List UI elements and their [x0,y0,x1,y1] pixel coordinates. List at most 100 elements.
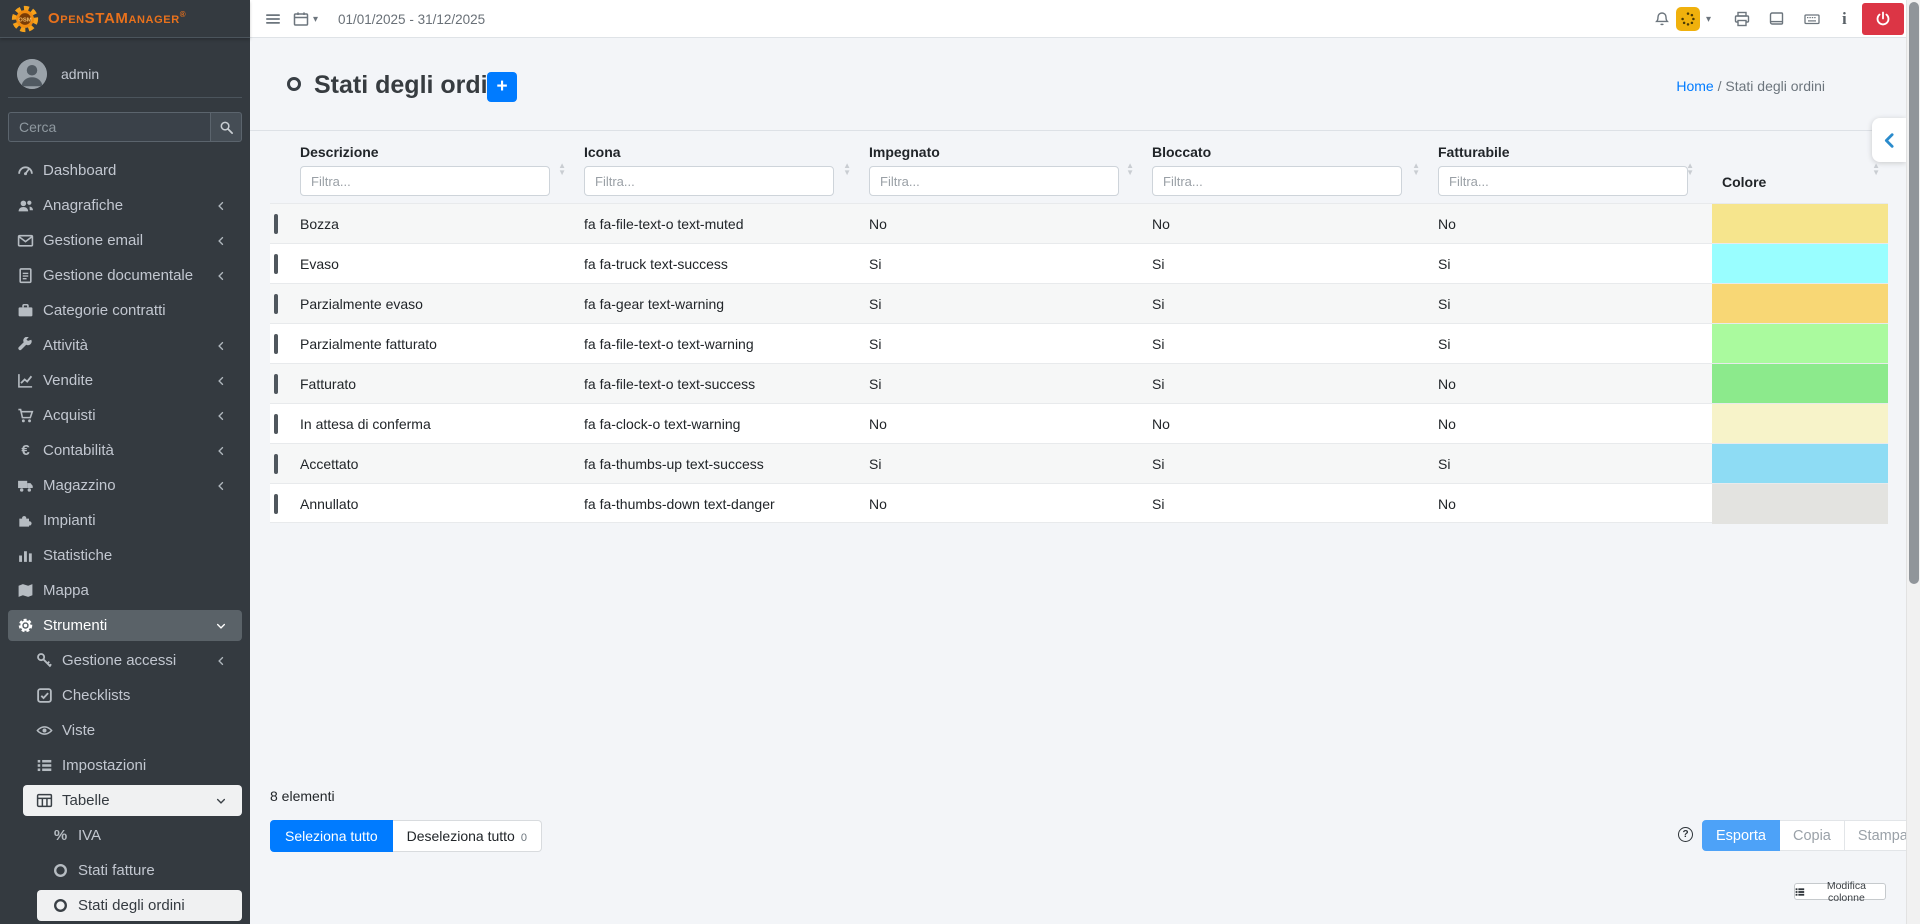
sidebar-item-dashboard[interactable]: Dashboard [0,153,250,188]
cell-descrizione[interactable]: Parzialmente evaso [300,296,423,312]
cell-fatturabile[interactable]: Si [1438,336,1451,352]
brand[interactable]: OSM OpenSTAManager® [0,0,250,38]
column-label[interactable]: Bloccato [1152,144,1212,160]
cell-descrizione[interactable]: Bozza [300,216,339,232]
cell-descrizione[interactable]: Evaso [300,256,339,272]
color-swatch[interactable] [1712,484,1888,524]
sidebar-item-strumenti[interactable]: Strumenti [0,608,250,643]
color-swatch[interactable] [1712,444,1888,484]
cell-icona[interactable]: fa fa-thumbs-down text-danger [584,496,775,512]
sidebar-item-gestione-accessi[interactable]: Gestione accessi [0,643,250,678]
help-icon[interactable]: ? [1678,827,1693,842]
changelog-badge-button[interactable] [1676,7,1700,31]
cell-icona[interactable]: fa fa-file-text-o text-muted [584,216,744,232]
sidebar-item-magazzino[interactable]: Magazzino [0,468,250,503]
sidebar-item-impianti[interactable]: Impianti [0,503,250,538]
sidebar-item-gestione-email[interactable]: Gestione email [0,223,250,258]
sidebar-search-input[interactable] [8,112,210,142]
sort-carets-icon[interactable]: ▲ ▼ [1412,161,1420,177]
cell-icona[interactable]: fa fa-gear text-warning [584,296,725,312]
cell-fatturabile[interactable]: Si [1438,256,1451,272]
sidebar-item-viste[interactable]: Viste [0,713,250,748]
cell-bloccato[interactable]: Si [1152,256,1165,272]
row-checkbox[interactable] [274,494,278,514]
cell-icona[interactable]: fa fa-clock-o text-warning [584,416,741,432]
info-button[interactable]: i [1842,0,1847,38]
color-swatch[interactable] [1712,324,1888,364]
cell-descrizione[interactable]: Parzialmente fatturato [300,336,437,352]
calendar-button[interactable]: ▾ [293,0,318,38]
filter-input-fatturabile[interactable] [1438,166,1688,196]
cell-icona[interactable]: fa fa-thumbs-up text-success [584,456,764,472]
row-checkbox[interactable] [274,414,278,434]
cell-bloccato[interactable]: Si [1152,296,1165,312]
sidebar-item-statistiche[interactable]: Statistiche [0,538,250,573]
cell-impegnato[interactable]: Si [869,376,882,392]
vertical-scrollbar[interactable] [1906,0,1920,924]
cell-impegnato[interactable]: Si [869,336,882,352]
color-swatch[interactable] [1712,404,1888,444]
sidebar-item-vendite[interactable]: Vendite [0,363,250,398]
logout-button[interactable] [1862,3,1904,35]
row-checkbox[interactable] [274,214,278,234]
cell-fatturabile[interactable]: No [1438,416,1456,432]
select-all-button[interactable]: Seleziona tutto [270,820,393,852]
user-panel[interactable]: admin [17,59,99,89]
cell-impegnato[interactable]: Si [869,456,882,472]
cell-impegnato[interactable]: No [869,216,887,232]
cell-icona[interactable]: fa fa-file-text-o text-warning [584,336,754,352]
column-label[interactable]: Impegnato [869,144,940,160]
column-label[interactable]: Descrizione [300,144,379,160]
cell-descrizione[interactable]: In attesa di conferma [300,416,431,432]
sidebar-item-iva[interactable]: % IVA [0,818,250,853]
cell-impegnato[interactable]: Si [869,296,882,312]
sidebar-item-mappa[interactable]: Mappa [0,573,250,608]
column-label[interactable]: Colore [1722,174,1767,190]
deselect-all-button[interactable]: Deseleziona tutto 0 [392,820,542,852]
sort-carets-icon[interactable]: ▲ ▼ [1126,161,1134,177]
panel-collapse-toggle[interactable] [1872,118,1906,162]
docs-button[interactable] [1769,0,1785,38]
row-checkbox[interactable] [274,454,278,474]
filter-input-descrizione[interactable] [300,166,550,196]
filter-input-impegnato[interactable] [869,166,1119,196]
notifications-button[interactable] [1654,0,1670,38]
sidebar-search-button[interactable] [210,112,242,142]
breadcrumb-home-link[interactable]: Home [1676,78,1714,94]
cell-fatturabile[interactable]: Si [1438,296,1451,312]
row-checkbox[interactable] [274,374,278,394]
cell-impegnato[interactable]: No [869,416,887,432]
cell-icona[interactable]: fa fa-file-text-o text-success [584,376,756,392]
row-checkbox[interactable] [274,254,278,274]
sidebar-item-stati-fatture[interactable]: Stati fatture [0,853,250,888]
row-checkbox[interactable] [274,294,278,314]
sidebar-item-tabelle[interactable]: Tabelle [0,783,250,818]
color-swatch[interactable] [1712,244,1888,284]
cell-impegnato[interactable]: No [869,496,887,512]
color-swatch[interactable] [1712,284,1888,324]
cell-bloccato[interactable]: No [1152,216,1170,232]
caret-down-icon[interactable]: ▾ [1706,14,1712,25]
copy-button[interactable]: Copia [1779,820,1845,851]
column-label[interactable]: Icona [584,144,621,160]
cell-impegnato[interactable]: Si [869,256,882,272]
sidebar-item-contabilit-[interactable]: € Contabilità [0,433,250,468]
edit-columns-button[interactable]: Modifica colonne [1794,880,1886,904]
cell-icona[interactable]: fa fa-truck text-success [584,256,728,272]
cell-fatturabile[interactable]: No [1438,376,1456,392]
cell-descrizione[interactable]: Fatturato [300,376,357,392]
cell-fatturabile[interactable]: No [1438,216,1456,232]
shortcuts-button[interactable] [1804,0,1820,38]
print-button[interactable] [1734,0,1750,38]
color-swatch[interactable] [1712,364,1888,404]
hamburger-menu-button[interactable] [265,0,281,38]
sidebar-item-categorie-contratti[interactable]: Categorie contratti [0,293,250,328]
cell-bloccato[interactable]: No [1152,416,1170,432]
cell-bloccato[interactable]: Si [1152,456,1165,472]
sidebar-item-attivit-[interactable]: Attività [0,328,250,363]
cell-descrizione[interactable]: Annullato [300,496,359,512]
sort-carets-icon[interactable]: ▲ ▼ [1686,161,1694,177]
cell-descrizione[interactable]: Accettato [300,456,359,472]
sort-carets-icon[interactable]: ▲ ▼ [558,161,566,177]
color-swatch[interactable] [1712,204,1888,244]
